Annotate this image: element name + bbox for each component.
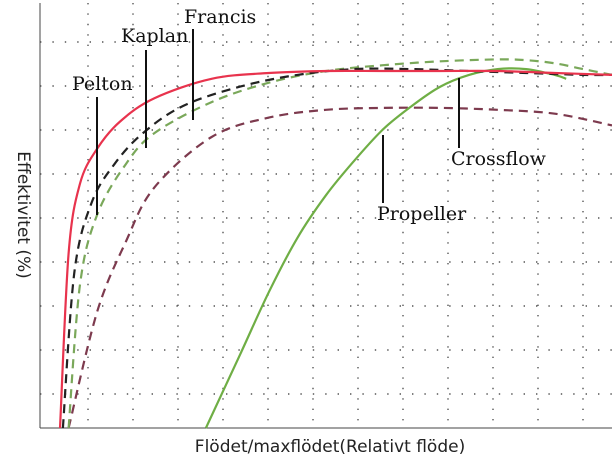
series-line-pelton	[58, 69, 612, 429]
series-layer	[58, 58, 612, 429]
y-axis-label: Effektivitet (%)	[13, 151, 33, 279]
series-label-pelton: Pelton	[72, 73, 133, 95]
series-line-crossflow	[67, 106, 612, 429]
series-label-propeller: Propeller	[377, 203, 467, 225]
series-label-kaplan: Kaplan	[121, 25, 188, 47]
axes	[39, 3, 612, 429]
series-line-kaplan	[61, 67, 612, 429]
series-label-francis: Francis	[184, 6, 256, 28]
series-label-crossflow: Crossflow	[451, 148, 547, 170]
grid	[40, 3, 612, 428]
series-line-propeller	[204, 67, 567, 429]
x-axis-label: Flödet/maxflödet(Relativt flöde)	[195, 437, 465, 457]
series-line-francis	[67, 58, 612, 429]
